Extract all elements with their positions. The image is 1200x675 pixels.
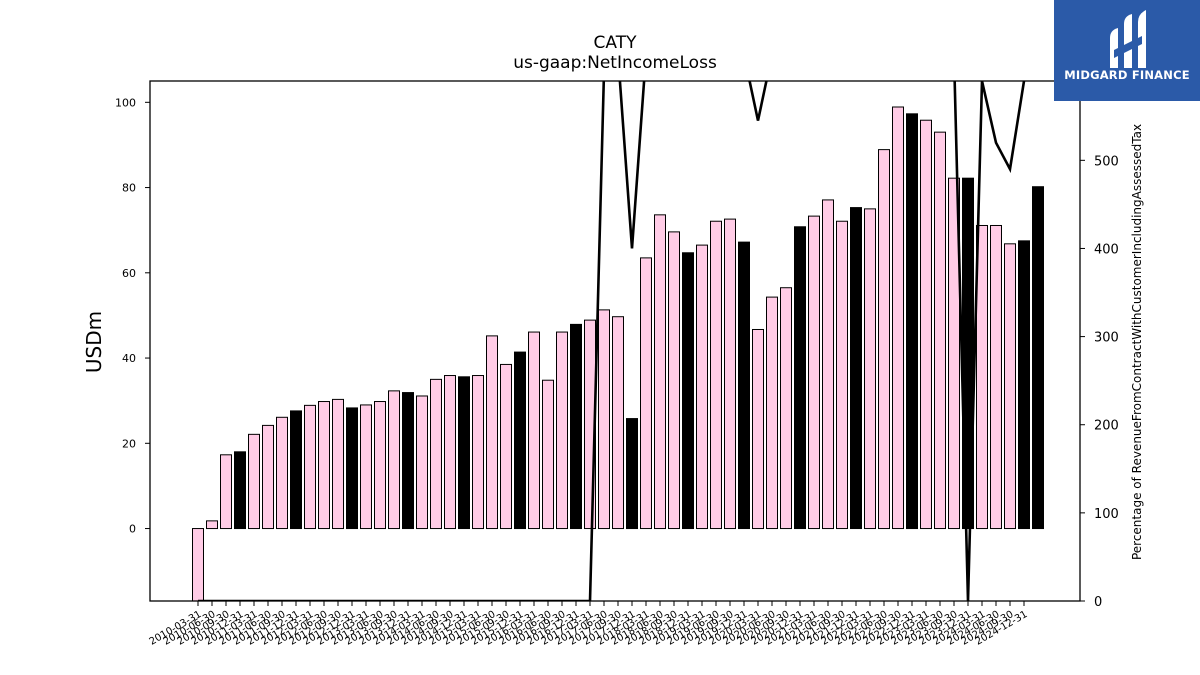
logo-mark-icon [1110, 10, 1146, 68]
bar [220, 454, 232, 530]
bar [906, 113, 918, 530]
chart-subtitle: us-gaap:NetIncomeLoss [513, 53, 717, 73]
bar [318, 401, 330, 530]
bar [444, 375, 456, 530]
bar [822, 199, 834, 530]
bar [542, 379, 554, 530]
chart-title: CATY [594, 33, 638, 53]
bar [500, 363, 512, 530]
y2-tick-label: 300 [1094, 331, 1119, 346]
bar [262, 424, 274, 530]
bar [1004, 243, 1016, 530]
plot-area: 02040608010001002003004005002010-03-3120… [115, 80, 1119, 648]
bar [472, 375, 484, 530]
bar [892, 106, 904, 530]
bar [360, 404, 372, 530]
bar [710, 220, 722, 530]
y-axis-label: USDm [82, 311, 106, 373]
bar [192, 528, 204, 601]
bar [528, 331, 540, 530]
bar [612, 316, 624, 530]
y-tick-label: 80 [122, 182, 136, 195]
bar [794, 226, 806, 530]
bar [626, 418, 638, 530]
bar [402, 392, 414, 530]
y2-tick-label: 400 [1094, 242, 1119, 257]
bar [640, 257, 652, 530]
brand-name: MIDGARD FINANCE [1064, 68, 1190, 82]
bar [486, 335, 498, 530]
y2-tick-label: 200 [1094, 419, 1119, 434]
y-tick-label: 40 [122, 352, 136, 365]
bar [948, 177, 960, 530]
y2-tick-label: 0 [1094, 595, 1102, 610]
brand-logo: MIDGARD FINANCE [1054, 0, 1200, 101]
y-tick-label: 100 [115, 96, 136, 109]
bar [738, 241, 750, 530]
plot-frame [149, 80, 1081, 602]
bar [836, 220, 848, 530]
bar [654, 214, 666, 530]
bar [696, 244, 708, 530]
bar [374, 401, 386, 530]
bar [976, 224, 988, 530]
y2-axis-label: Percentage of RevenueFromContractWithCus… [1130, 124, 1144, 560]
bar [990, 224, 1002, 530]
bar [556, 331, 568, 530]
bar [276, 416, 288, 530]
bar [780, 287, 792, 530]
y2-tick-label: 500 [1094, 154, 1119, 169]
bar [920, 119, 932, 530]
bar [416, 395, 428, 530]
y-tick-label: 0 [129, 523, 136, 536]
bar [864, 208, 876, 530]
bar [766, 296, 778, 530]
bar [668, 231, 680, 530]
bar [290, 410, 302, 530]
bar [346, 407, 358, 530]
bar [934, 131, 946, 530]
bar [332, 398, 344, 530]
bar [430, 378, 442, 530]
bar [206, 520, 218, 530]
bar [850, 207, 862, 530]
y-tick-label: 60 [122, 267, 136, 280]
bar [1032, 186, 1044, 530]
bar [598, 309, 610, 530]
y-tick-label: 20 [122, 437, 136, 450]
y2-tick-label: 100 [1094, 507, 1119, 522]
bar [570, 323, 582, 530]
bar [752, 328, 764, 530]
bar [878, 149, 890, 530]
bar [248, 433, 260, 530]
bar [304, 404, 316, 530]
bar [1018, 240, 1030, 530]
bar [724, 218, 736, 530]
bar [234, 451, 246, 530]
bar [458, 376, 470, 530]
bar [514, 351, 526, 530]
bar [388, 390, 400, 530]
bar [682, 252, 694, 530]
bar [808, 215, 820, 530]
